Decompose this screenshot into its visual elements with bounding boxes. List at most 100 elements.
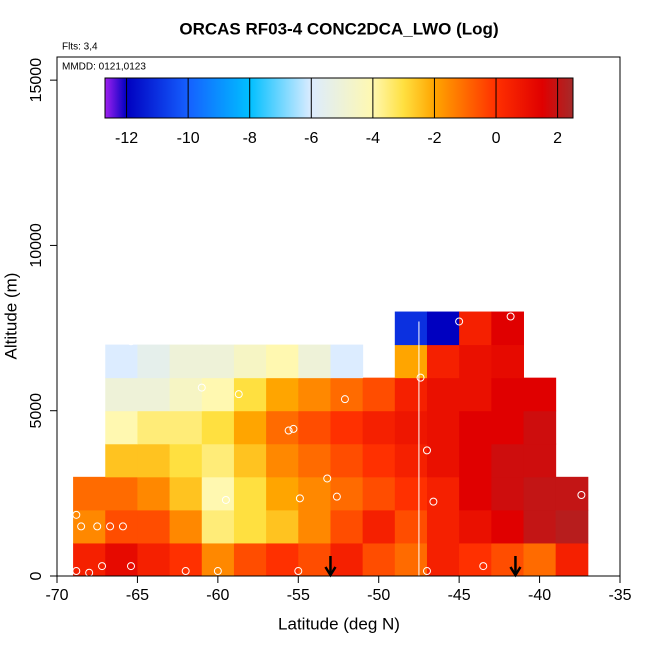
heat-cell [73, 476, 106, 511]
x-tick-label: -70 [45, 587, 68, 604]
heat-cell [137, 377, 171, 412]
heat-cell [426, 410, 460, 445]
heat-cell [394, 377, 428, 412]
heat-cell [169, 344, 203, 379]
heat-cell [266, 344, 299, 379]
heat-cell [169, 476, 203, 511]
heat-cell [201, 476, 235, 511]
sample-point [323, 474, 332, 483]
y-tick-label: 10000 [28, 223, 45, 268]
heat-cell [169, 542, 203, 577]
heat-cell [491, 443, 524, 478]
heat-cell [459, 410, 492, 445]
heat-cell [266, 476, 299, 511]
heat-cell [426, 542, 460, 577]
heat-cell [362, 476, 396, 511]
heat-cell [491, 377, 524, 412]
x-tick-label: -55 [287, 587, 310, 604]
heat-cell [459, 377, 492, 412]
heat-cell [201, 443, 235, 478]
heat-cell [555, 509, 589, 544]
x-tick-label: -35 [608, 587, 631, 604]
heat-cell [459, 476, 492, 511]
sample-point [506, 312, 515, 321]
heat-cell [491, 476, 524, 511]
heat-cell [201, 509, 235, 544]
heat-cell [362, 509, 396, 544]
heat-cell [362, 410, 396, 445]
heat-cell [330, 542, 364, 577]
heat-cell [330, 377, 364, 412]
heat-cell [137, 509, 171, 544]
sample-point [479, 562, 488, 571]
heat-cell [266, 509, 299, 544]
arrow-head [509, 566, 522, 578]
heat-cell [523, 443, 557, 478]
x-tick-label: -65 [126, 587, 149, 604]
heat-cell [394, 410, 428, 445]
sample-point [577, 491, 586, 500]
sample-point [422, 567, 431, 576]
heat-cell [233, 476, 267, 511]
sample-point [197, 383, 206, 392]
sample-point [237, 333, 246, 342]
chart-title: ORCAS RF03-4 CONC2DCA_LWO (Log) [179, 19, 498, 38]
heat-cell [394, 344, 428, 379]
heat-cell [459, 443, 492, 478]
heat-cell [169, 443, 203, 478]
sample-point [429, 497, 438, 506]
heat-cell [298, 542, 331, 577]
sample-point [295, 494, 304, 503]
heat-cell [362, 377, 396, 412]
heat-cell [362, 443, 396, 478]
heat-cell [426, 344, 460, 379]
sample-point [422, 446, 431, 455]
sample-point [77, 522, 86, 531]
colorbar-tick-label: -2 [427, 130, 441, 147]
heat-cell [105, 410, 138, 445]
sample-point [181, 567, 190, 576]
heat-cell [137, 410, 171, 445]
heat-cell [523, 476, 557, 511]
heat-cell [266, 542, 299, 577]
heat-cell [169, 509, 203, 544]
heat-cell [233, 443, 267, 478]
sample-point [106, 522, 115, 531]
y-tick-label: 0 [28, 571, 45, 580]
sample-point [98, 562, 107, 571]
annotation: Flts: 3,4 [62, 42, 98, 53]
heat-cell [233, 509, 267, 544]
heat-cell [459, 344, 492, 379]
heat-cell [233, 542, 267, 577]
colorbar-tick-label: -10 [177, 130, 200, 147]
colorbar-tick-label: -4 [366, 130, 380, 147]
heat-cell [394, 443, 428, 478]
annotation: MMDD: 0121,0123 [62, 62, 146, 73]
sample-point [118, 522, 127, 531]
heat-cell [105, 476, 138, 511]
heat-cell [137, 476, 171, 511]
heat-cell [298, 410, 331, 445]
heat-cell [201, 542, 235, 577]
heat-cell [394, 476, 428, 511]
x-tick-label: -50 [367, 587, 390, 604]
plot-frame [56, 56, 621, 577]
heat-cell [555, 542, 589, 577]
sample-point [289, 424, 298, 433]
heat-cell [491, 410, 524, 445]
colorbar-tick-label: -6 [304, 130, 318, 147]
heat-cell [362, 542, 396, 577]
heat-cell [233, 377, 267, 412]
sample-point [126, 337, 135, 346]
y-tick-label: 15000 [28, 58, 45, 103]
heat-cell [298, 344, 331, 379]
heat-cell [233, 344, 267, 379]
heat-cell [137, 344, 171, 379]
heat-cell [523, 377, 557, 412]
heat-cell [169, 410, 203, 445]
heat-cell [137, 542, 171, 577]
arrow-head [324, 566, 337, 578]
heat-cell [201, 377, 235, 412]
sample-point [213, 567, 222, 576]
